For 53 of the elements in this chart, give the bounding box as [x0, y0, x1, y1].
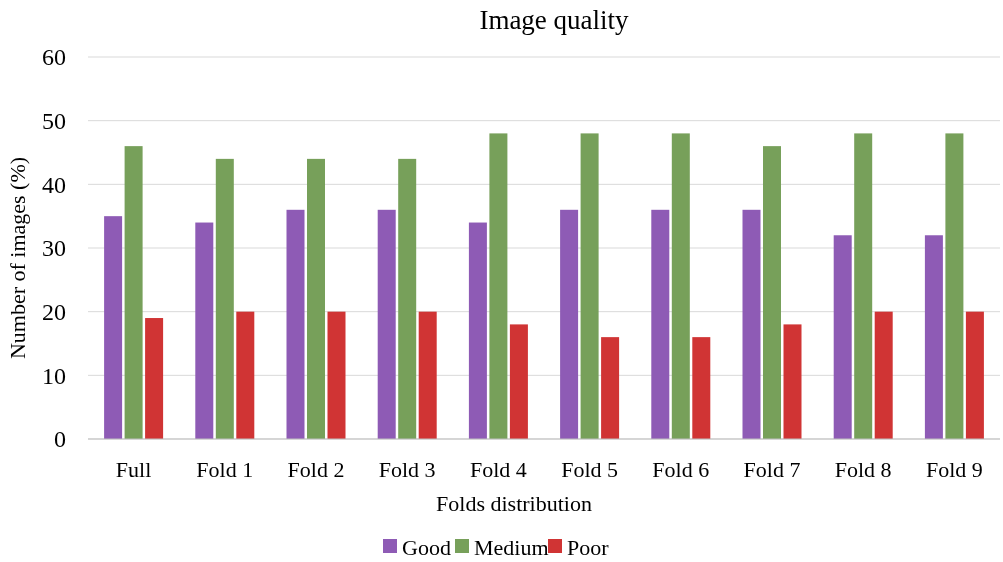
- bar: [104, 216, 123, 439]
- bar: [671, 133, 690, 439]
- y-tick-label: 30: [42, 235, 66, 262]
- bar: [965, 311, 984, 439]
- y-tick-label: 50: [42, 108, 66, 135]
- x-tick-label: Full: [115, 457, 152, 482]
- x-tick-label: Fold 1: [196, 457, 254, 482]
- bar: [398, 158, 417, 439]
- bar: [418, 311, 437, 439]
- bar: [509, 324, 528, 439]
- x-tick-label: Fold 3: [378, 457, 436, 482]
- bar: [601, 337, 620, 439]
- x-tick-label: Fold 9: [925, 457, 983, 482]
- bar: [377, 209, 396, 439]
- y-tick-label: 20: [42, 299, 66, 326]
- bar: [874, 311, 893, 439]
- x-tick-label: Fold 6: [652, 457, 710, 482]
- legend-label: Good: [402, 534, 451, 560]
- bar: [468, 222, 487, 439]
- legend-label: Poor: [567, 534, 610, 560]
- bar: [763, 146, 781, 439]
- bar: [651, 209, 670, 439]
- bar: [783, 324, 802, 439]
- bar: [945, 133, 964, 439]
- x-tick-label: Fold 8: [834, 457, 892, 482]
- x-tick-label: Fold 5: [561, 457, 619, 482]
- legend-label: Medium: [474, 534, 549, 560]
- x-tick-label: Fold 7: [743, 457, 801, 482]
- bar: [286, 209, 305, 439]
- bar: [215, 158, 234, 439]
- bar: [924, 235, 943, 439]
- bar: [236, 311, 255, 439]
- bar: [195, 222, 214, 439]
- bar: [489, 133, 508, 439]
- x-axis-title: Folds distribution: [436, 491, 592, 516]
- bar: [560, 209, 579, 439]
- bar: [580, 133, 599, 439]
- bar: [145, 318, 164, 439]
- bar: [833, 235, 852, 439]
- y-axis-title: Number of images (%): [5, 156, 30, 360]
- x-tick-label: Fold 2: [287, 457, 345, 482]
- x-tick-label: Fold 4: [469, 457, 527, 482]
- bar: [854, 133, 873, 439]
- bar: [327, 311, 346, 439]
- chart-title: Image quality: [479, 5, 630, 35]
- bar: [742, 209, 761, 439]
- y-tick-label: 10: [42, 362, 66, 389]
- y-tick-label: 40: [42, 171, 66, 198]
- y-tick-label: 0: [54, 426, 66, 453]
- bar: [124, 146, 143, 439]
- y-tick-label: 60: [42, 44, 66, 71]
- bar: [307, 158, 325, 439]
- bar: [692, 337, 711, 439]
